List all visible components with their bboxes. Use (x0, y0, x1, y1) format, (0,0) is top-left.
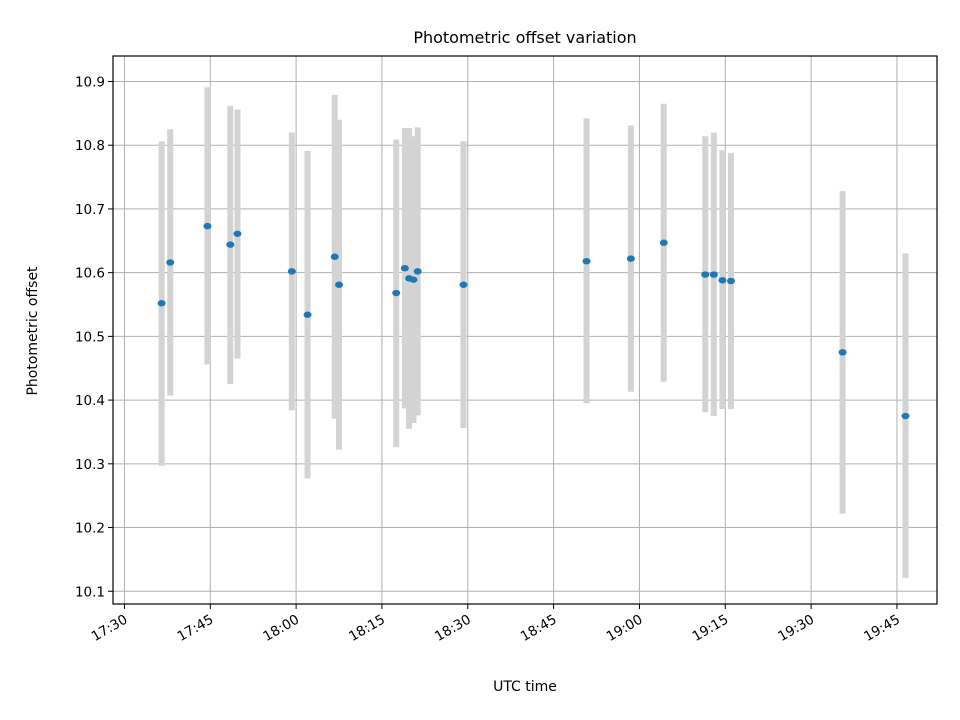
y-tick-label: 10.8 (75, 138, 105, 154)
data-point (330, 253, 339, 260)
data-point (400, 264, 409, 272)
data-point (157, 300, 166, 307)
data-point (727, 277, 735, 285)
y-tick-label: 10.3 (75, 457, 105, 473)
y-tick-label: 10.2 (75, 521, 105, 537)
data-point (459, 281, 468, 288)
data-point (626, 255, 635, 262)
plot-frame (112, 55, 938, 605)
data-point (838, 349, 847, 356)
y-tick-label: 10.9 (75, 74, 105, 90)
data-point (166, 259, 175, 266)
data-point (303, 311, 312, 318)
data-point (709, 271, 718, 278)
y-tick-label: 10.5 (75, 329, 105, 345)
data-point (901, 412, 910, 420)
data-points (157, 222, 910, 420)
data-point (335, 281, 344, 288)
y-tick-label: 10.7 (75, 202, 105, 218)
chart-title: Photometric offset variation (413, 28, 636, 47)
grid (113, 56, 937, 604)
y-axis: 10.1 10.2 10.3 10.4 10.5 10.6 10.7 10.8 10.9 (75, 74, 113, 600)
data-point (233, 230, 242, 237)
data-point (413, 268, 422, 275)
data-point (409, 276, 418, 283)
data-point (582, 257, 591, 265)
data-point (392, 289, 401, 297)
y-tick-label: 10.6 (75, 266, 105, 282)
y-tick-label: 10.1 (75, 584, 105, 600)
data-point (203, 222, 212, 230)
data-point (287, 268, 296, 275)
x-axis-label: UTC time (493, 679, 557, 695)
y-axis-label: Photometric offset (25, 266, 41, 396)
data-point (226, 241, 235, 248)
data-point (718, 277, 727, 284)
data-point (701, 271, 710, 278)
data-point (659, 239, 668, 246)
y-tick-label: 10.4 (75, 393, 105, 409)
